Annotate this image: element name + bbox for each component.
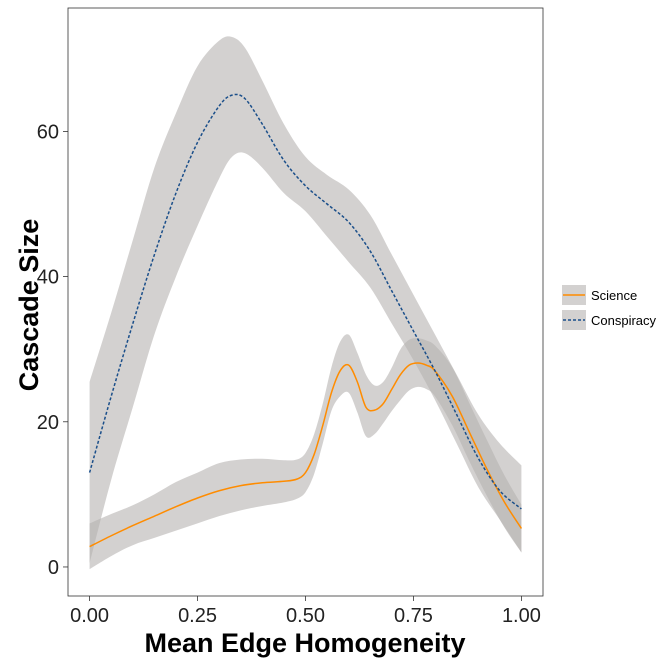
y-tick-label-0: 0	[48, 557, 59, 579]
legend-item-science: Science	[562, 285, 637, 305]
legend-label-science: Science	[591, 288, 637, 303]
x-tick-label-0: 0.00	[70, 605, 109, 627]
band-conspiracy	[89, 36, 522, 564]
y-tick-label-1: 20	[37, 412, 59, 434]
x-axis-title: Mean Edge Homogeneity	[144, 628, 465, 658]
band-science	[89, 334, 522, 570]
y-tick-label-3: 60	[37, 121, 59, 143]
legend: Science Conspiracy	[562, 285, 657, 330]
x-tick-label-2: 0.50	[286, 605, 325, 627]
legend-label-conspiracy: Conspiracy	[591, 313, 657, 328]
line-conspiracy	[88, 93, 522, 510]
x-tick-label-3: 0.75	[394, 605, 433, 627]
x-tick-label-1: 0.25	[178, 605, 217, 627]
axes: 0.00 0.25 0.50 0.75 1.00 0 20 40 60	[37, 121, 541, 627]
x-tick-label-4: 1.00	[502, 605, 541, 627]
confidence-bands	[89, 36, 522, 570]
y-axis-title: Cascade Size	[14, 219, 44, 392]
series-lines	[88, 93, 523, 548]
legend-item-conspiracy: Conspiracy	[562, 310, 657, 330]
y-tick-label-2: 40	[37, 267, 59, 289]
